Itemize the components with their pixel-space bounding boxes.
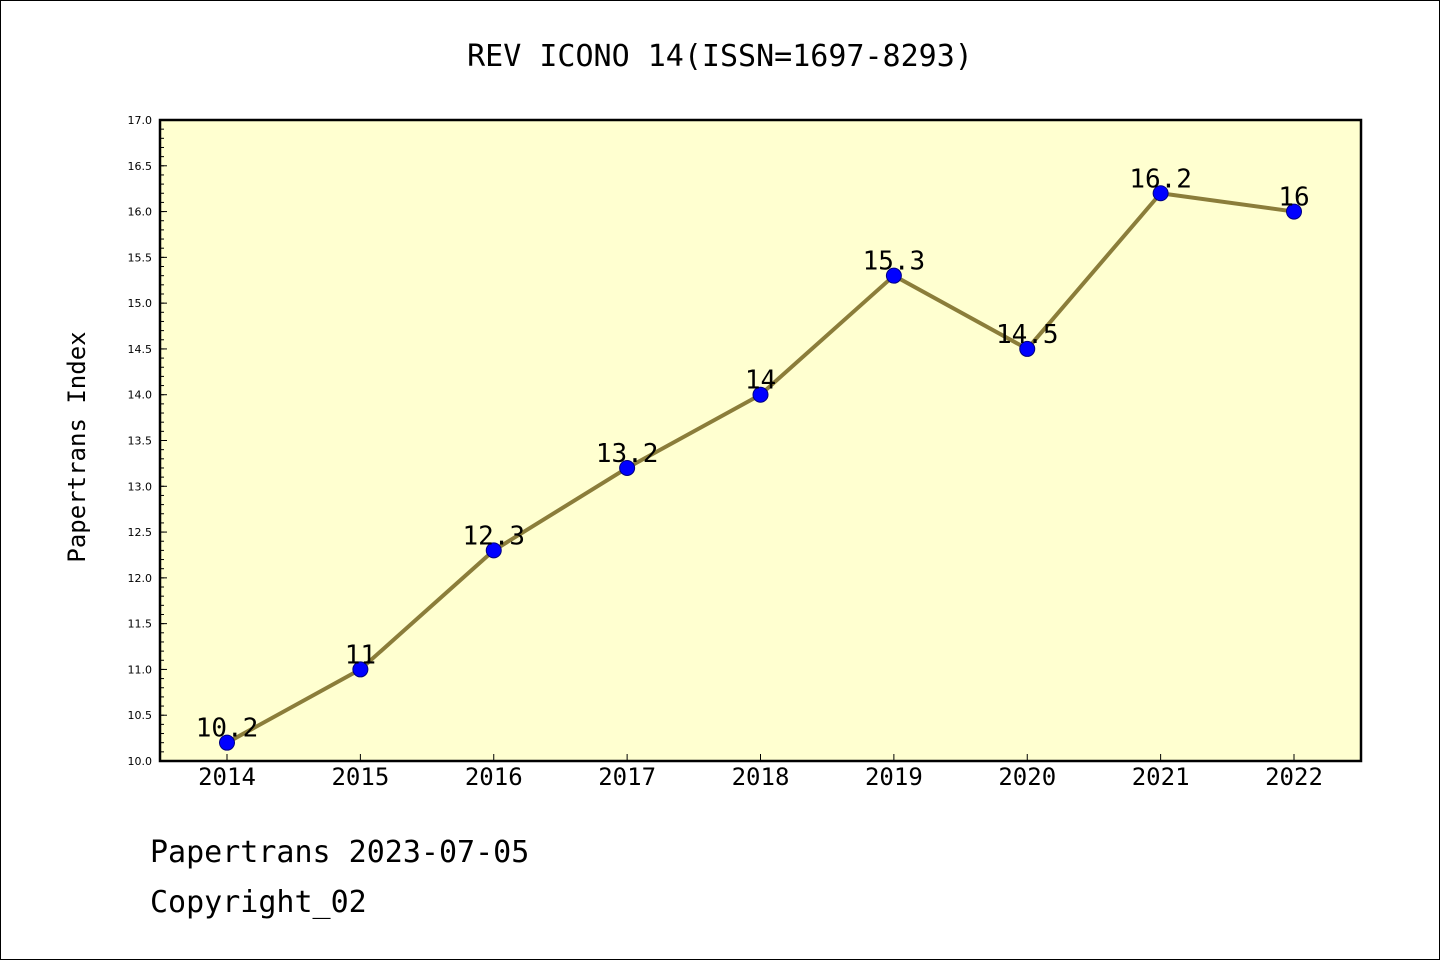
data-label: 10.2 xyxy=(196,714,259,744)
data-point xyxy=(752,386,769,403)
plot-area xyxy=(158,118,1363,763)
data-point xyxy=(1019,340,1036,357)
y-tick-label: 10.5 xyxy=(128,709,153,722)
data-point xyxy=(485,542,502,559)
chart-title: REV ICONO 14(ISSN=1697-8293) xyxy=(467,39,973,74)
y-tick-label: 15.5 xyxy=(128,251,153,264)
data-label: 11 xyxy=(345,640,376,670)
x-tick-label: 2022 xyxy=(1265,763,1323,791)
x-tick-label: 2021 xyxy=(1132,763,1190,791)
x-tick-label: 2016 xyxy=(465,763,523,791)
footer-copyright: Copyright_02 xyxy=(150,885,367,920)
y-tick-label: 12.5 xyxy=(128,526,153,539)
x-tick-label: 2019 xyxy=(865,763,923,791)
y-tick-label: 11.5 xyxy=(128,618,153,631)
y-tick-label: 14.5 xyxy=(128,343,153,356)
data-label: 14 xyxy=(745,366,776,396)
y-tick-label: 10.0 xyxy=(128,755,153,768)
data-point xyxy=(885,267,902,284)
x-tick-label: 2015 xyxy=(331,763,389,791)
y-tick-label: 11.0 xyxy=(128,663,153,676)
data-point xyxy=(219,734,235,751)
y-axis-label: Papertrans Index xyxy=(63,331,91,562)
y-tick-label: 15.0 xyxy=(128,297,153,310)
y-axis-ticks: 10.0 10.5 11.0 11.5 12.0 12.5 13.0 13.5 14.0 14.5… xyxy=(128,114,167,768)
y-tick-label: 16.0 xyxy=(128,206,153,219)
data-point xyxy=(1286,203,1302,220)
data-label: 16 xyxy=(1278,183,1309,213)
series-markers xyxy=(219,185,1302,751)
x-tick-label: 2014 xyxy=(198,763,256,791)
x-tick-label: 2018 xyxy=(732,763,790,791)
footer-date: Papertrans 2023-07-05 xyxy=(150,835,530,870)
data-point xyxy=(1152,185,1169,202)
x-tick-label: 2017 xyxy=(598,763,656,791)
data-labels: 10.2 11 12.3 13.2 14 15.3 14.5 16.2 16 xyxy=(196,164,1310,743)
y-tick-label: 17.0 xyxy=(128,114,153,127)
x-tick-label: 2020 xyxy=(998,763,1056,791)
x-axis-ticks: 2014 2015 2016 2017 2018 2019 2020 2021 2022 xyxy=(198,754,1323,791)
y-tick-label: 13.5 xyxy=(128,435,153,448)
y-tick-label: 16.5 xyxy=(128,160,153,173)
data-label: 15.3 xyxy=(863,247,926,277)
data-point xyxy=(619,459,636,476)
data-label: 16.2 xyxy=(1129,164,1192,194)
data-label: 12.3 xyxy=(462,521,525,551)
data-label: 13.2 xyxy=(596,439,659,469)
data-label: 14.5 xyxy=(996,320,1059,350)
y-tick-label: 13.0 xyxy=(128,480,153,493)
data-point xyxy=(352,661,369,678)
y-tick-label: 12.0 xyxy=(128,572,153,585)
y-tick-label: 14.0 xyxy=(128,389,153,402)
